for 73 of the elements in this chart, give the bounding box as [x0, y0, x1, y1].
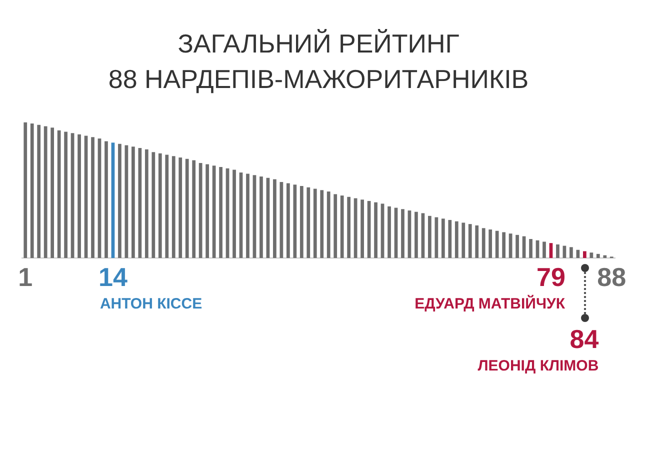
- bar: [388, 206, 391, 258]
- bar: [78, 134, 81, 258]
- bar: [582, 251, 586, 258]
- text: ЛЕОНІД КЛІМОВ: [478, 358, 599, 375]
- bar: [482, 228, 486, 258]
- bar: [475, 225, 479, 258]
- bar: [320, 190, 324, 258]
- bar: [434, 217, 438, 258]
- bar: [374, 202, 378, 258]
- bar: [326, 191, 330, 258]
- bar: [24, 122, 28, 258]
- bar: [306, 187, 310, 258]
- bar: [104, 141, 108, 258]
- bar: [293, 184, 297, 258]
- bar: [206, 164, 209, 258]
- bar: [454, 221, 458, 258]
- bar: [144, 149, 148, 258]
- bar: [30, 124, 34, 258]
- bar: [138, 148, 142, 258]
- bar: [570, 247, 573, 258]
- text: 84: [570, 324, 600, 354]
- bar: [118, 144, 122, 258]
- bar: [50, 128, 54, 258]
- bar: [37, 124, 41, 258]
- bar: [260, 176, 263, 258]
- bar: [549, 243, 553, 258]
- bar: [414, 212, 418, 258]
- bar: [273, 179, 276, 258]
- bar: [313, 188, 317, 258]
- bar: [219, 167, 222, 258]
- bar: [132, 146, 135, 258]
- bar: [300, 186, 304, 258]
- x-tick-label: 79: [536, 262, 566, 292]
- x-tick-label: 88: [597, 262, 626, 292]
- bar: [462, 222, 466, 258]
- bar: [192, 160, 196, 258]
- bar: [488, 229, 492, 258]
- bar: [542, 242, 546, 258]
- bar: [246, 174, 250, 258]
- bar: [178, 158, 182, 258]
- bar: [401, 209, 404, 258]
- bar: [495, 230, 499, 258]
- bar: [603, 255, 607, 258]
- bar: [64, 132, 68, 258]
- bar: [198, 162, 202, 258]
- x-tick-label: 14: [98, 262, 128, 292]
- bar: [529, 238, 532, 258]
- bar: [590, 252, 594, 258]
- text: АНТОН КІССЕ: [100, 296, 202, 313]
- bar: [334, 194, 338, 258]
- bar: [516, 234, 519, 258]
- bar: [441, 218, 445, 258]
- bar: [158, 153, 162, 258]
- bar: [468, 224, 472, 258]
- x-tick-label: 1: [18, 262, 33, 292]
- bar: [44, 126, 48, 258]
- bar: [360, 200, 364, 258]
- bar: [448, 220, 452, 258]
- bar: [232, 170, 236, 258]
- bar: [91, 137, 94, 258]
- bar: [172, 156, 176, 258]
- bar: [185, 158, 189, 258]
- bar: [428, 216, 432, 258]
- text: ЕДУАРД МАТВІЙЧУК: [414, 294, 566, 313]
- bar: [502, 232, 506, 258]
- bar: [556, 244, 560, 258]
- bar: [340, 196, 344, 258]
- bar: [165, 154, 169, 258]
- bar: [286, 183, 290, 258]
- bar: [152, 152, 156, 258]
- bar: [347, 196, 351, 258]
- bar: [596, 254, 600, 258]
- chart-title: ЗАГАЛЬНИЙ РЕЙТИНГ 88 НАРДЕПІВ-МАЖОРИТАРНИКІВ: [108, 28, 529, 94]
